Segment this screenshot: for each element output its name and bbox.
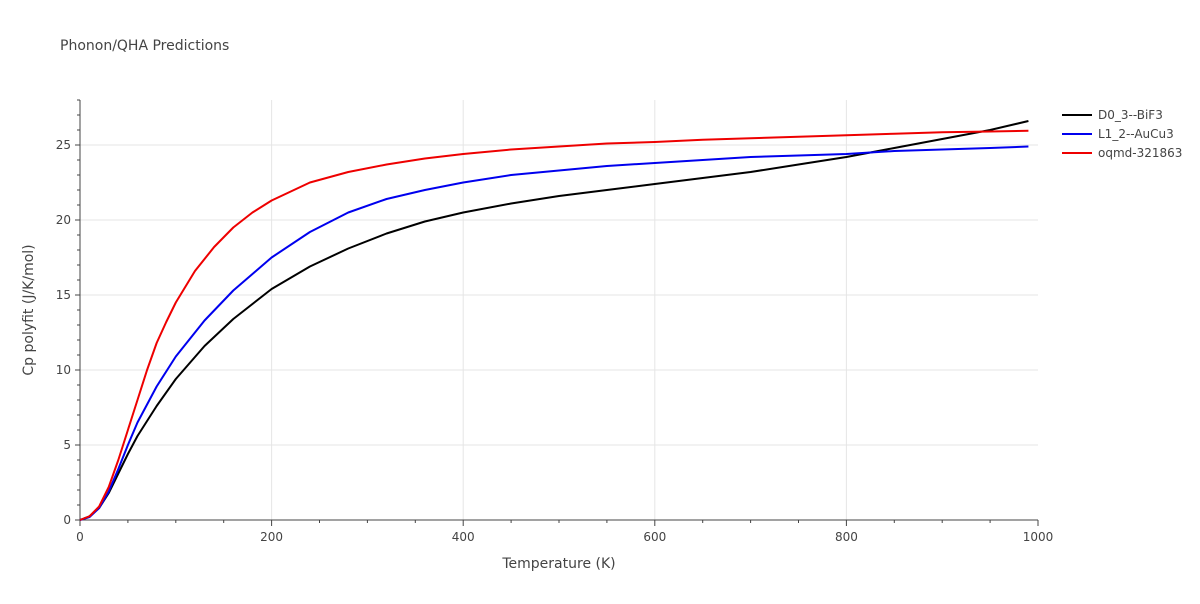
series-line-0 (79, 120, 1029, 521)
x-tick-label: 400 (452, 530, 475, 544)
x-tick-label: 600 (643, 530, 666, 544)
x-tick-label: 200 (260, 530, 283, 544)
y-tick-label: 5 (63, 438, 71, 452)
x-tick-label: 800 (835, 530, 858, 544)
legend[interactable]: D0_3--BiF3 L1_2--AuCu3 oqmd-321863 (1062, 108, 1182, 160)
x-tick-label: 0 (76, 530, 84, 544)
grid-layer (80, 100, 1038, 520)
legend-item-1[interactable]: L1_2--AuCu3 (1062, 127, 1174, 141)
legend-label: oqmd-321863 (1098, 146, 1182, 160)
y-tick-label: 20 (56, 213, 71, 227)
axes-layer: 0 5 10 15 20 25 0 200 400 600 800 1000 (56, 99, 1054, 544)
legend-item-2[interactable]: oqmd-321863 (1062, 146, 1182, 160)
legend-item-0[interactable]: D0_3--BiF3 (1062, 108, 1163, 122)
y-tick-label: 0 (63, 513, 71, 527)
legend-label: D0_3--BiF3 (1098, 108, 1163, 122)
x-axis-label: Temperature (K) (501, 556, 615, 572)
chart-title: Phonon/QHA Predictions (60, 38, 229, 54)
y-tick-label: 10 (56, 363, 71, 377)
series-line-1 (79, 145, 1029, 521)
legend-label: L1_2--AuCu3 (1098, 127, 1174, 141)
series-layer (79, 120, 1029, 521)
x-tick-label: 1000 (1023, 530, 1054, 544)
series-line-2 (79, 129, 1029, 521)
y-tick-label: 25 (56, 138, 71, 152)
y-axis-label: Cp polyfit (J/K/mol) (21, 244, 37, 375)
y-tick-label: 15 (56, 288, 71, 302)
